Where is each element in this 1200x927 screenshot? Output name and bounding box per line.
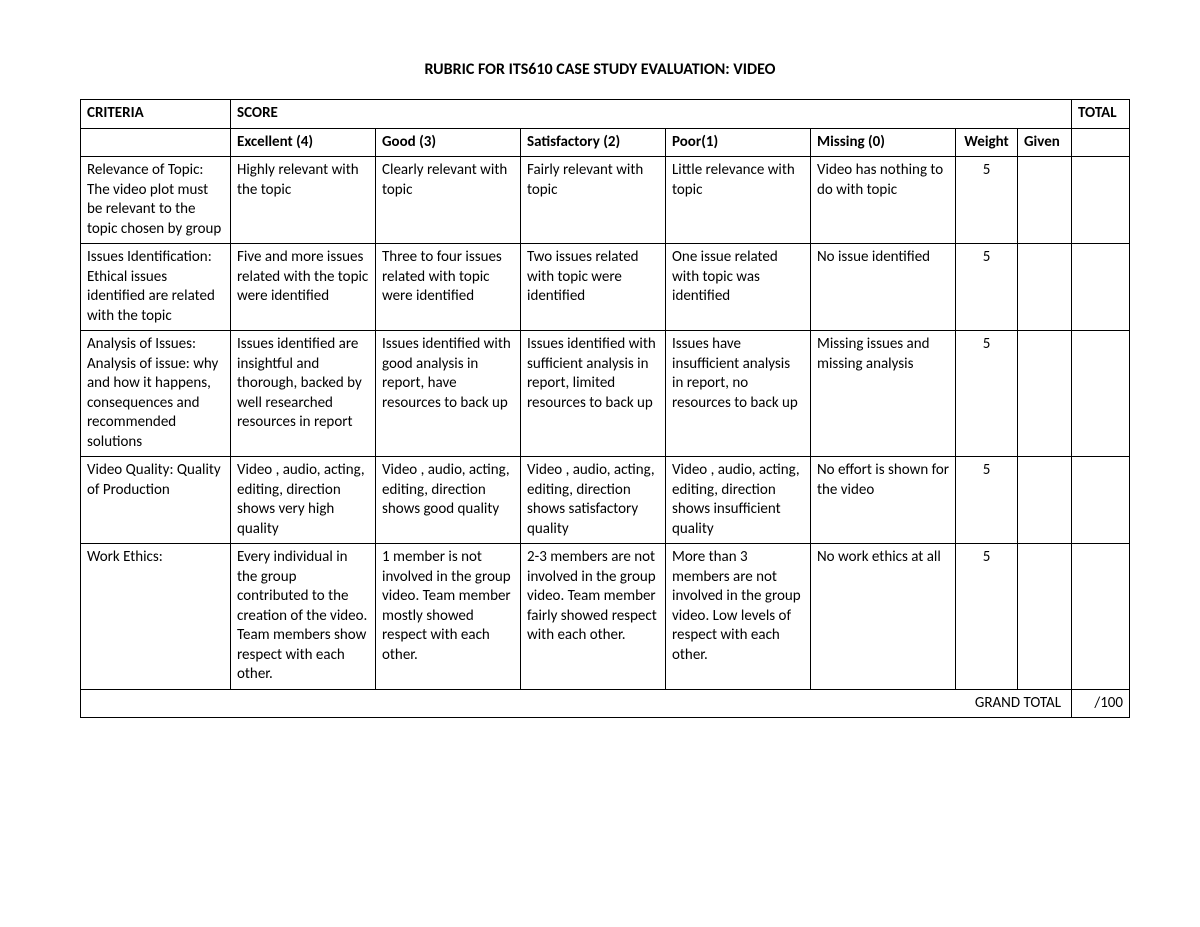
table-row: Work Ethics: Every individual in the gro… bbox=[81, 544, 1130, 690]
cell-good: Video , audio, acting, editing, directio… bbox=[376, 457, 521, 544]
cell-good: Three to four issues related with topic … bbox=[376, 244, 521, 331]
cell-missing: No issue identified bbox=[811, 244, 956, 331]
cell-criteria: Work Ethics: bbox=[81, 544, 231, 690]
header-weight: Weight bbox=[956, 128, 1018, 157]
table-row: Issues Identification: Ethical issues id… bbox=[81, 244, 1130, 331]
cell-missing: No effort is shown for the video bbox=[811, 457, 956, 544]
cell-weight: 5 bbox=[956, 457, 1018, 544]
grand-total-value: /100 bbox=[1094, 694, 1123, 712]
cell-total bbox=[1072, 331, 1130, 457]
cell-given bbox=[1018, 544, 1072, 690]
cell-criteria: Video Quality: Quality of Production bbox=[81, 457, 231, 544]
cell-good: 1 member is not involved in the group vi… bbox=[376, 544, 521, 690]
cell-excellent: Issues identified are insightful and tho… bbox=[231, 331, 376, 457]
cell-weight: 5 bbox=[956, 244, 1018, 331]
cell-excellent: Every individual in the group contribute… bbox=[231, 544, 376, 690]
grand-total-value-cell: /100 bbox=[1072, 689, 1130, 718]
header-poor: Poor(1) bbox=[666, 128, 811, 157]
header-given: Given bbox=[1018, 128, 1072, 157]
cell-total bbox=[1072, 457, 1130, 544]
cell-missing: No work ethics at all bbox=[811, 544, 956, 690]
grand-total-label-cell: GRAND TOTAL bbox=[81, 689, 1072, 718]
cell-given bbox=[1018, 331, 1072, 457]
table-row: Relevance of Topic: The video plot must … bbox=[81, 157, 1130, 244]
cell-weight: 5 bbox=[956, 331, 1018, 457]
cell-criteria: Issues Identification: Ethical issues id… bbox=[81, 244, 231, 331]
cell-criteria: Analysis of Issues: Analysis of issue: w… bbox=[81, 331, 231, 457]
cell-given bbox=[1018, 457, 1072, 544]
cell-satisfactory: Video , audio, acting, editing, directio… bbox=[521, 457, 666, 544]
table-header-row-2: Excellent (4) Good (3) Satisfactory (2) … bbox=[81, 128, 1130, 157]
header-good: Good (3) bbox=[376, 128, 521, 157]
header-empty-total bbox=[1072, 128, 1130, 157]
grand-total-row: GRAND TOTAL /100 bbox=[81, 689, 1130, 718]
cell-excellent: Video , audio, acting, editing, directio… bbox=[231, 457, 376, 544]
rubric-table: CRITERIA SCORE TOTAL Excellent (4) Good … bbox=[80, 99, 1130, 718]
cell-excellent: Highly relevant with the topic bbox=[231, 157, 376, 244]
cell-total bbox=[1072, 244, 1130, 331]
header-satisfactory: Satisfactory (2) bbox=[521, 128, 666, 157]
table-header-row-1: CRITERIA SCORE TOTAL bbox=[81, 100, 1130, 129]
grand-total-label: GRAND TOTAL bbox=[975, 694, 1061, 714]
cell-criteria: Relevance of Topic: The video plot must … bbox=[81, 157, 231, 244]
cell-satisfactory: Issues identified with sufficient analys… bbox=[521, 331, 666, 457]
header-score: SCORE bbox=[231, 100, 1072, 129]
cell-poor: Video , audio, acting, editing, directio… bbox=[666, 457, 811, 544]
cell-missing: Missing issues and missing analysis bbox=[811, 331, 956, 457]
cell-total bbox=[1072, 544, 1130, 690]
cell-good: Issues identified with good analysis in … bbox=[376, 331, 521, 457]
cell-satisfactory: 2-3 members are not involved in the grou… bbox=[521, 544, 666, 690]
table-row: Video Quality: Quality of Production Vid… bbox=[81, 457, 1130, 544]
cell-given bbox=[1018, 244, 1072, 331]
cell-satisfactory: Two issues related with topic were ident… bbox=[521, 244, 666, 331]
page-title: RUBRIC FOR ITS610 CASE STUDY EVALUATION:… bbox=[80, 60, 1120, 79]
cell-poor: Issues have insufficient analysis in rep… bbox=[666, 331, 811, 457]
cell-poor: More than 3 members are not involved in … bbox=[666, 544, 811, 690]
header-criteria: CRITERIA bbox=[81, 100, 231, 129]
header-missing: Missing (0) bbox=[811, 128, 956, 157]
cell-total bbox=[1072, 157, 1130, 244]
header-excellent: Excellent (4) bbox=[231, 128, 376, 157]
header-empty-criteria bbox=[81, 128, 231, 157]
table-row: Analysis of Issues: Analysis of issue: w… bbox=[81, 331, 1130, 457]
cell-given bbox=[1018, 157, 1072, 244]
cell-weight: 5 bbox=[956, 157, 1018, 244]
cell-missing: Video has nothing to do with topic bbox=[811, 157, 956, 244]
header-total: TOTAL bbox=[1072, 100, 1130, 129]
cell-satisfactory: Fairly relevant with topic bbox=[521, 157, 666, 244]
cell-good: Clearly relevant with topic bbox=[376, 157, 521, 244]
cell-excellent: Five and more issues related with the to… bbox=[231, 244, 376, 331]
cell-poor: Little relevance with topic bbox=[666, 157, 811, 244]
cell-weight: 5 bbox=[956, 544, 1018, 690]
cell-poor: One issue related with topic was identif… bbox=[666, 244, 811, 331]
